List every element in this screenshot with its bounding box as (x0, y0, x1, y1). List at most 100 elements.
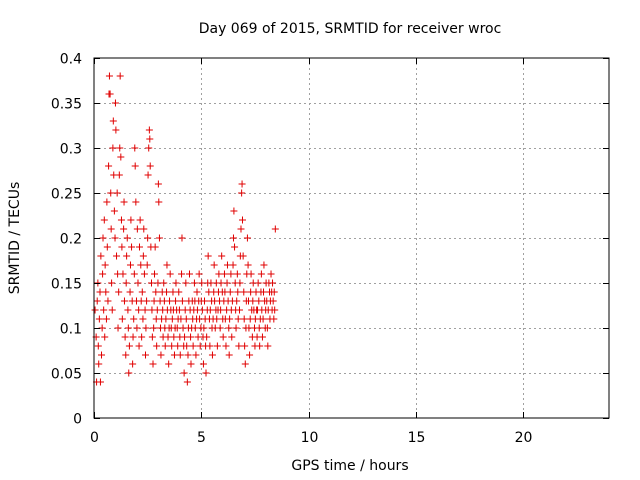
y-tick-label: 0.2 (60, 232, 82, 248)
data-point (237, 225, 245, 233)
data-point (217, 279, 225, 287)
data-point (185, 270, 193, 278)
data-point (195, 270, 203, 278)
data-point (234, 288, 242, 296)
data-point (155, 234, 163, 242)
data-point (126, 288, 134, 296)
data-point (210, 261, 218, 269)
data-point (157, 351, 165, 359)
data-point (143, 261, 151, 269)
data-point (180, 369, 188, 377)
data-point (113, 189, 121, 197)
data-point (208, 351, 216, 359)
data-point (170, 333, 178, 341)
data-point (239, 252, 247, 260)
data-point (166, 297, 174, 305)
data-point (148, 279, 156, 287)
data-point (144, 234, 152, 242)
data-point (263, 324, 271, 332)
data-point (139, 315, 147, 323)
y-tick-label: 0.35 (51, 97, 82, 113)
data-point (233, 270, 241, 278)
data-point (100, 306, 108, 314)
data-point (118, 243, 126, 251)
data-point (149, 360, 157, 368)
data-point (257, 270, 265, 278)
data-point (135, 306, 143, 314)
data-point (107, 225, 115, 233)
data-point (231, 243, 239, 251)
data-point (199, 360, 207, 368)
data-point (168, 342, 176, 350)
data-point (105, 72, 113, 80)
data-point (176, 351, 184, 359)
data-point (225, 324, 233, 332)
data-point (146, 162, 154, 170)
data-point (140, 270, 148, 278)
data-point (270, 315, 278, 323)
data-point (240, 315, 248, 323)
x-tick-label: 0 (90, 430, 99, 446)
data-point (129, 333, 137, 341)
data-point (111, 99, 119, 107)
data-point (193, 288, 201, 296)
data-point (225, 351, 233, 359)
x-axis-label: GPS time / hours (291, 458, 408, 474)
data-point (226, 315, 234, 323)
data-point (131, 144, 139, 152)
data-point (142, 351, 149, 359)
data-point (260, 261, 268, 269)
data-point (229, 261, 237, 269)
data-point (119, 270, 127, 278)
data-point (150, 297, 158, 305)
data-point (246, 351, 254, 359)
data-point (238, 180, 246, 188)
data-point (145, 144, 153, 152)
y-tick-label: 0.15 (51, 277, 82, 293)
data-point (101, 261, 109, 269)
axis-ticks: 0 5 10 15 20 0 0.05 0.1 0.15 0.2 0.25 0.3 0.35 0.4 (51, 52, 609, 446)
data-point (175, 288, 183, 296)
data-point (183, 378, 191, 386)
data-point (271, 306, 279, 314)
data-point (162, 315, 170, 323)
data-point (154, 180, 162, 188)
data-point (122, 279, 130, 287)
data-point (226, 288, 234, 296)
data-point (102, 288, 110, 296)
data-point (130, 315, 138, 323)
data-point (254, 279, 262, 287)
data-point (151, 243, 159, 251)
x-tick-label: 20 (515, 430, 533, 446)
data-point (130, 270, 138, 278)
data-point (264, 342, 272, 350)
data-point (128, 243, 136, 251)
data-point (121, 333, 129, 341)
data-point (96, 378, 104, 386)
data-point (258, 333, 266, 341)
data-point (108, 279, 116, 287)
data-point (116, 72, 124, 80)
data-point (116, 144, 124, 152)
data-point (247, 270, 255, 278)
data-point (217, 306, 225, 314)
data-point (120, 297, 128, 305)
data-point (125, 342, 133, 350)
y-tick-label: 0.4 (60, 52, 82, 68)
data-point (178, 297, 186, 305)
data-point (111, 234, 119, 242)
data-point (136, 216, 144, 224)
data-point (141, 306, 149, 314)
data-point (184, 351, 192, 359)
data-point (223, 279, 231, 287)
data-point (124, 324, 132, 332)
data-point (138, 288, 146, 296)
data-point (160, 279, 168, 287)
data-point (148, 333, 156, 341)
data-point (117, 153, 125, 161)
data-point (240, 288, 248, 296)
data-point (192, 351, 200, 359)
data-point (94, 342, 102, 350)
data-point (99, 270, 107, 278)
